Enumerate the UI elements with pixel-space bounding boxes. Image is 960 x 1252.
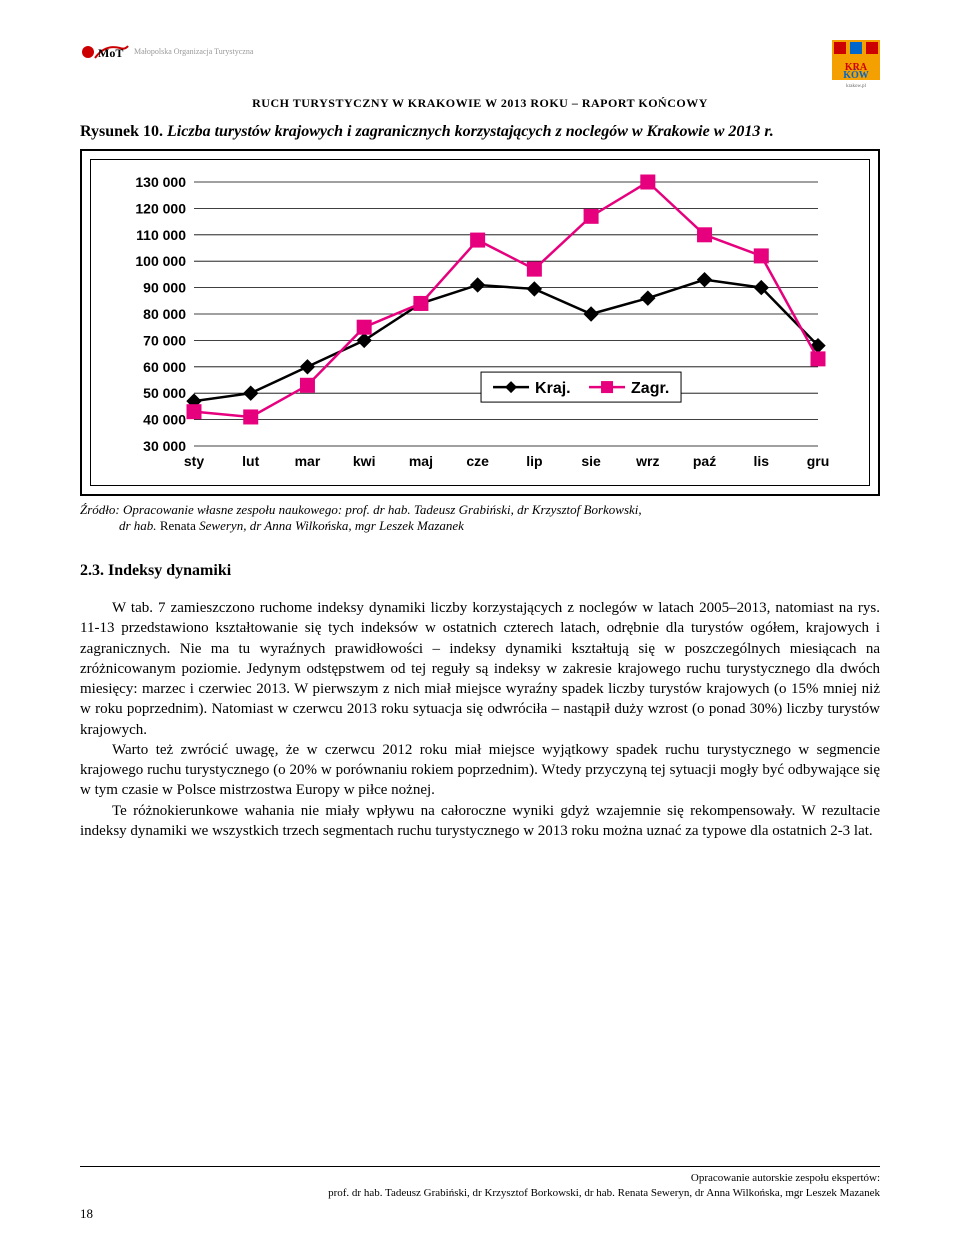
svg-text:lut: lut xyxy=(242,453,259,469)
svg-text:100 000: 100 000 xyxy=(135,253,186,269)
svg-text:lip: lip xyxy=(526,453,542,469)
logo-left: MoT Małopolska Organizacja Turystyczna xyxy=(80,40,253,64)
footer-line2: prof. dr hab. Tadeusz Grabiński, dr Krzy… xyxy=(328,1187,880,1199)
svg-text:110 000: 110 000 xyxy=(136,227,186,243)
krakow-url: krakow.pl xyxy=(846,84,866,88)
svg-text:lis: lis xyxy=(753,453,769,469)
footer: Opracowanie autorskie zespołu ekspertów:… xyxy=(80,1166,880,1222)
figure-source: Źródło: Opracowanie własne zespołu nauko… xyxy=(80,502,880,534)
header-row: MoT Małopolska Organizacja Turystyczna K… xyxy=(80,40,880,88)
krakow-logo-icon: KRA KÓW krakow.pl xyxy=(832,40,880,88)
figure-title: Rysunek 10. Liczba turystów krajowych i … xyxy=(80,123,880,141)
paragraph-2: Warto też zwrócić uwagę, że w czerwcu 20… xyxy=(80,740,880,801)
svg-text:paź: paź xyxy=(693,453,716,469)
page: MoT Małopolska Organizacja Turystyczna K… xyxy=(0,0,960,1252)
mot-logo-icon: MoT xyxy=(80,40,130,64)
paragraph-1: W tab. 7 zamieszczono ruchome indeksy dy… xyxy=(80,598,880,740)
svg-text:sty: sty xyxy=(184,453,204,469)
paragraph-3: Te różnokierunkowe wahania nie miały wpł… xyxy=(80,801,880,842)
section-heading: 2.3. Indeksy dynamiki xyxy=(80,562,880,580)
svg-text:maj: maj xyxy=(409,453,433,469)
svg-text:Zagr.: Zagr. xyxy=(631,380,669,397)
svg-text:130 000: 130 000 xyxy=(135,174,186,190)
source-line2-suffix: Seweryn, dr Anna Wilkońska, mgr Leszek M… xyxy=(199,518,464,533)
svg-text:cze: cze xyxy=(466,453,489,469)
svg-text:90 000: 90 000 xyxy=(143,280,186,296)
svg-text:120 000: 120 000 xyxy=(135,200,186,216)
figure-caption-prefix: Rysunek 10. xyxy=(80,123,163,140)
svg-text:40 000: 40 000 xyxy=(143,412,186,428)
body-text: W tab. 7 zamieszczono ruchome indeksy dy… xyxy=(80,598,880,841)
svg-text:60 000: 60 000 xyxy=(143,359,186,375)
svg-text:mar: mar xyxy=(295,453,321,469)
page-number: 18 xyxy=(80,1206,880,1222)
footer-credits: Opracowanie autorskie zespołu ekspertów:… xyxy=(80,1171,880,1200)
source-line1: Źródło: Opracowanie własne zespołu nauko… xyxy=(80,502,642,517)
svg-text:70 000: 70 000 xyxy=(143,332,186,348)
report-header: RUCH TURYSTYCZNY W KRAKOWIE W 2013 ROKU … xyxy=(80,96,880,111)
svg-text:wrz: wrz xyxy=(635,453,659,469)
svg-text:KÓW: KÓW xyxy=(843,69,869,81)
footer-rule xyxy=(80,1166,880,1167)
svg-text:Kraj.: Kraj. xyxy=(535,380,571,397)
line-chart: 130 000 120 000 110 000 100 000 90 000 80 000… xyxy=(103,172,849,472)
source-line2-normal: Renata xyxy=(160,518,199,533)
chart-inner-box: 130 000 120 000 110 000 100 000 90 000 80 000… xyxy=(90,159,870,486)
chart-outer-box: 130 000 120 000 110 000 100 000 90 000 80 000… xyxy=(80,149,880,496)
svg-text:sie: sie xyxy=(581,453,601,469)
svg-text:30 000: 30 000 xyxy=(143,438,186,454)
svg-text:gru: gru xyxy=(807,453,830,469)
svg-text:50 000: 50 000 xyxy=(143,385,186,401)
logo-left-text: Małopolska Organizacja Turystyczna xyxy=(134,48,253,56)
logo-right: KRA KÓW krakow.pl xyxy=(832,40,880,88)
footer-line1: Opracowanie autorskie zespołu ekspertów: xyxy=(691,1172,880,1184)
source-line2-prefix: dr hab. xyxy=(119,518,160,533)
figure-caption-italic: Liczba turystów krajowych i zagranicznyc… xyxy=(167,123,774,140)
svg-text:80 000: 80 000 xyxy=(143,306,186,322)
svg-text:MoT: MoT xyxy=(98,46,123,60)
svg-text:kwi: kwi xyxy=(353,453,376,469)
